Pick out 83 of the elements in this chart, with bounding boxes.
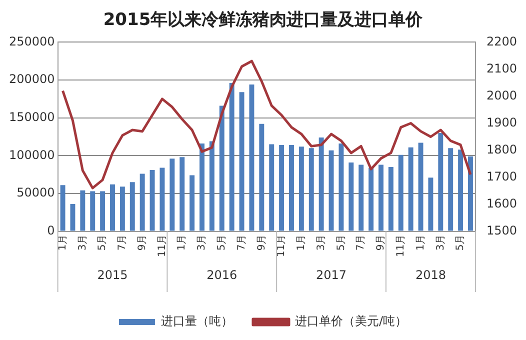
text: 2016 (206, 268, 238, 282)
x-tick-label: 1月 (176, 234, 188, 251)
bar (229, 83, 234, 231)
bar (160, 168, 165, 231)
bar (398, 154, 404, 231)
x-tick-label: 7月 (117, 234, 128, 251)
y-tick-label: 100000 (8, 148, 55, 162)
text: 2015 (97, 268, 128, 282)
bar (180, 157, 185, 231)
legend-label: 进口单价（美元/吨） (294, 314, 408, 328)
bar (388, 166, 394, 231)
x-tick-label: 1月 (415, 234, 426, 251)
x-tick-label: 1月 (296, 234, 308, 251)
bar (279, 145, 284, 231)
y2-tick-label: 1900 (486, 115, 518, 130)
x-tick-label: 7月 (236, 234, 248, 251)
y-tick-label: 200000 (8, 72, 55, 86)
bar (348, 162, 354, 231)
bar (190, 175, 195, 231)
bar (269, 144, 274, 231)
text: 2018 (415, 268, 446, 282)
bar (239, 92, 244, 231)
bar (110, 184, 115, 231)
bar (70, 204, 76, 231)
bar (318, 137, 324, 231)
x-tick-label: 1月 (57, 234, 68, 251)
bar (328, 150, 334, 231)
bar (368, 168, 374, 231)
y-tick-label: 50000 (16, 186, 55, 200)
bar (358, 164, 364, 231)
y2-tick-label: 1500 (486, 223, 518, 238)
bar (130, 182, 135, 231)
bar (438, 132, 444, 231)
bar (80, 190, 86, 231)
x-tick-label: 3月 (316, 234, 327, 251)
bar (308, 148, 314, 231)
x-tick-label: 5月 (216, 234, 228, 251)
x-tick-label: 11月 (395, 234, 406, 258)
bar (378, 164, 384, 231)
y2-tick-label: 2000 (486, 88, 518, 102)
bar (259, 124, 264, 231)
bar (219, 106, 224, 231)
bar (200, 144, 204, 231)
x-tick-label: 9月 (136, 234, 148, 251)
x-tick-label: 7月 (356, 234, 367, 251)
bar (90, 191, 96, 231)
x-tick-label: 11月 (156, 234, 168, 258)
bar (170, 158, 175, 231)
y2-tick-label: 1600 (486, 196, 518, 210)
x-tick-label: 5月 (455, 234, 466, 251)
bar (249, 84, 254, 231)
bar (289, 145, 294, 231)
bar (60, 185, 66, 231)
x-tick-label: 5月 (97, 234, 108, 251)
bar (418, 142, 424, 231)
x-tick-label: 5月 (336, 234, 347, 251)
bar (209, 141, 214, 231)
x-tick-label: 3月 (77, 234, 88, 251)
y2-tick-label: 2200 (486, 34, 518, 48)
legend-label: 进口量（吨） (160, 314, 233, 328)
bar (140, 174, 145, 231)
x-tick-label: 3月 (435, 234, 446, 251)
text: 2017 (316, 268, 347, 282)
bar (338, 144, 344, 231)
bar (120, 186, 125, 231)
y-tick-label: 250000 (8, 34, 55, 48)
y2-tick-label: 1800 (486, 142, 518, 156)
bar (100, 191, 106, 231)
bar (458, 150, 464, 231)
bar (298, 146, 304, 231)
x-tick-label: 3月 (196, 234, 208, 251)
bar (428, 178, 434, 231)
chart-title: 2015年以来冷鲜冻猪肉进口量及进口单价 (102, 9, 424, 32)
bar (150, 170, 155, 231)
x-tick-label: 9月 (376, 234, 387, 251)
bar (448, 148, 454, 231)
y2-tick-label: 1700 (486, 169, 518, 184)
y2-tick-label: 2100 (486, 61, 518, 76)
bar (468, 156, 473, 231)
y-tick-label: 0 (47, 223, 55, 238)
bar (408, 147, 414, 231)
y-tick-label: 150000 (8, 110, 55, 124)
x-tick-label: 9月 (256, 234, 268, 251)
